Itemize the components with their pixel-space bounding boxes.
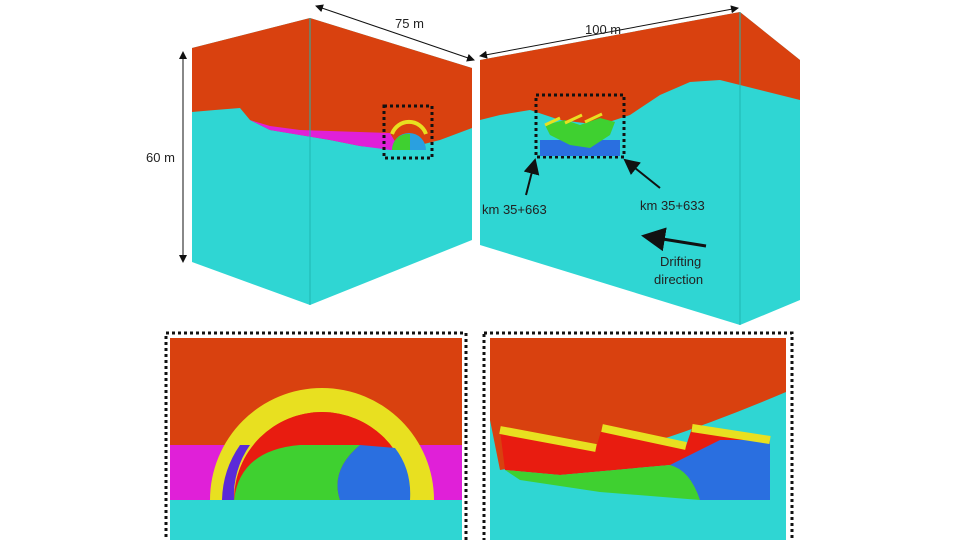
dimension-line (479, 5, 739, 59)
left-detail (164, 331, 468, 540)
station-label: km 35+663 (482, 202, 547, 217)
dimension-line (315, 4, 475, 62)
left-model (192, 18, 472, 305)
drift-label: direction (654, 272, 703, 287)
dimension-label: 60 m (146, 150, 175, 165)
right-model (480, 12, 800, 325)
drift-label: Drifting (660, 254, 701, 269)
station-label: km 35+633 (640, 198, 705, 213)
pointer-arrow (623, 158, 661, 189)
dimension-label: 75 m (395, 16, 424, 31)
pointer-arrow (523, 158, 540, 196)
drift-arrow (641, 227, 707, 252)
right-detail (482, 331, 794, 540)
dimension-label: 100 m (585, 22, 621, 37)
